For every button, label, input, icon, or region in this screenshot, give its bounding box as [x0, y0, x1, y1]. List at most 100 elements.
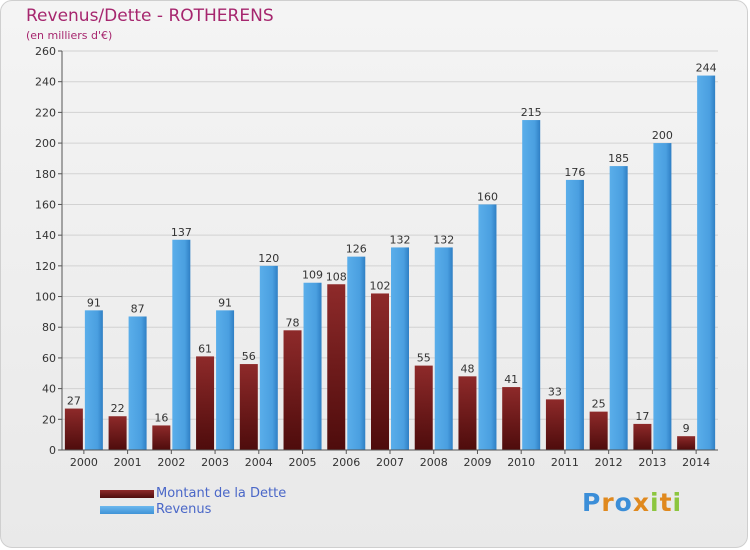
y-tick-label: 20 [42, 413, 56, 426]
x-tick-label: 2006 [332, 456, 360, 469]
logo-letter: P [582, 488, 602, 517]
bar-debt [589, 411, 608, 450]
y-tick-label: 80 [42, 321, 56, 334]
data-label-debt: 108 [326, 270, 347, 283]
data-label-revenus: 132 [433, 233, 454, 246]
data-label-debt: 22 [111, 402, 125, 415]
y-tick-label: 60 [42, 352, 56, 365]
x-tick-label: 2009 [463, 456, 491, 469]
data-label-debt: 41 [504, 373, 518, 386]
data-label-revenus: 137 [171, 226, 192, 239]
y-tick-label: 260 [35, 45, 56, 58]
logo-letter: x [632, 488, 650, 517]
legend-swatch-debt [100, 490, 154, 498]
data-label-debt: 55 [417, 352, 431, 365]
data-label-debt: 27 [67, 395, 81, 408]
y-tick-label: 200 [35, 137, 56, 150]
y-tick-label: 180 [35, 168, 56, 181]
data-label-debt: 17 [635, 410, 649, 423]
data-label-revenus: 126 [346, 243, 367, 256]
bar-debt [677, 436, 696, 450]
bar-debt [108, 416, 127, 450]
x-tick-label: 2005 [289, 456, 317, 469]
y-tick-label: 240 [35, 76, 56, 89]
bar-debt [196, 356, 215, 450]
x-tick-label: 2011 [551, 456, 579, 469]
data-label-debt: 48 [460, 362, 474, 375]
data-label-revenus: 120 [258, 252, 279, 265]
bar-debt [371, 293, 389, 450]
y-tick-label: 140 [35, 229, 56, 242]
y-tick-label: 100 [35, 291, 56, 304]
data-label-debt: 78 [286, 316, 300, 329]
bar-revenus [84, 310, 103, 450]
legend-label-debt: Montant de la Dette [156, 486, 287, 501]
logo-letter: r [601, 488, 615, 517]
x-tick-label: 2001 [114, 456, 142, 469]
x-tick-label: 2007 [376, 456, 404, 469]
bar-debt [545, 399, 564, 450]
bar-debt [283, 330, 302, 450]
bar-revenus [259, 265, 278, 450]
bar-debt [633, 423, 652, 450]
x-tick-label: 2002 [157, 456, 185, 469]
legend-label-revenus: Revenus [156, 502, 212, 517]
x-tick-label: 2000 [70, 456, 98, 469]
y-tick-label: 120 [35, 260, 56, 273]
bar-debt [502, 387, 521, 450]
x-tick-label: 2010 [507, 456, 535, 469]
bar-revenus [697, 75, 716, 451]
y-tick-label: 0 [49, 444, 56, 457]
x-tick-label: 2004 [245, 456, 273, 469]
bar-revenus [609, 166, 628, 450]
bar-revenus [653, 143, 672, 451]
data-label-debt: 33 [548, 385, 562, 398]
bar-debt [64, 408, 83, 450]
bar-debt [239, 364, 258, 450]
data-label-revenus: 87 [131, 302, 145, 315]
data-label-revenus: 185 [608, 152, 629, 165]
proxiti-logo: Proxiti [582, 488, 682, 517]
logo-letter: i [650, 488, 660, 517]
data-label-revenus: 215 [521, 106, 542, 119]
chart-subtitle: (en milliers d'€) [26, 29, 113, 42]
bar-revenus [303, 282, 322, 450]
data-label-debt: 25 [592, 398, 606, 411]
logo-letter: i [672, 488, 683, 517]
bar-debt [458, 376, 477, 450]
bar-revenus [565, 179, 584, 450]
bar-revenus [478, 204, 497, 450]
bar-revenus [216, 310, 235, 450]
data-label-debt: 9 [683, 422, 690, 435]
data-label-debt: 102 [370, 279, 391, 292]
bar-revenus [172, 239, 191, 450]
bar-revenus [347, 256, 366, 450]
chart-title: Revenus/Dette - ROTHERENS [26, 6, 274, 26]
data-label-debt: 61 [198, 342, 212, 355]
bar-debt [414, 365, 433, 450]
data-label-revenus: 244 [696, 62, 717, 75]
x-tick-label: 2014 [682, 456, 710, 469]
data-label-debt: 16 [154, 411, 168, 424]
x-tick-label: 2012 [595, 456, 623, 469]
x-tick-label: 2013 [638, 456, 666, 469]
legend-swatch-revenus [100, 506, 154, 514]
y-tick-label: 40 [42, 383, 56, 396]
x-tick-label: 2003 [201, 456, 229, 469]
y-tick-label: 220 [35, 106, 56, 119]
logo-letter: o [614, 488, 633, 517]
bar-revenus [128, 316, 147, 450]
bar-debt [327, 284, 346, 450]
x-tick-label: 2008 [420, 456, 448, 469]
data-label-revenus: 200 [652, 129, 673, 142]
data-label-revenus: 91 [87, 296, 101, 309]
bar-revenus [522, 120, 541, 451]
bar-revenus [434, 247, 453, 450]
data-label-revenus: 160 [477, 190, 498, 203]
bar-debt [152, 425, 171, 450]
y-tick-label: 160 [35, 198, 56, 211]
data-label-revenus: 91 [218, 296, 232, 309]
logo-letter: t [659, 488, 673, 517]
data-label-debt: 56 [242, 350, 256, 363]
